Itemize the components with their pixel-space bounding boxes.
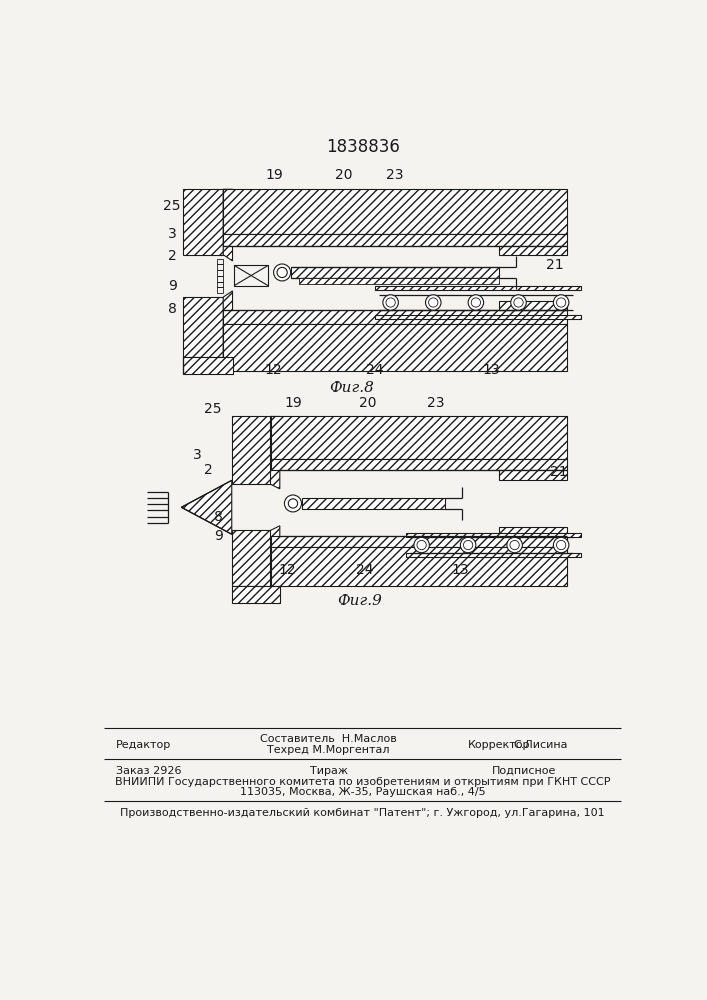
Text: 12: 12 xyxy=(278,563,296,577)
Circle shape xyxy=(510,295,526,310)
Text: С.Лисина: С.Лисина xyxy=(513,740,568,750)
Bar xyxy=(375,286,580,290)
Bar xyxy=(299,278,499,284)
Text: 25: 25 xyxy=(204,402,221,416)
Circle shape xyxy=(556,298,566,307)
Text: 20: 20 xyxy=(358,396,376,410)
Bar xyxy=(183,357,233,374)
Circle shape xyxy=(556,540,566,550)
Circle shape xyxy=(414,537,429,553)
Circle shape xyxy=(428,298,438,307)
Polygon shape xyxy=(232,416,271,484)
Bar xyxy=(217,270,223,276)
Bar xyxy=(499,301,567,310)
Text: Фиг.8: Фиг.8 xyxy=(329,381,374,395)
Bar xyxy=(217,264,223,270)
Bar xyxy=(217,287,223,293)
Text: 3: 3 xyxy=(168,227,177,241)
Text: Подписное: Подписное xyxy=(491,766,556,776)
Circle shape xyxy=(507,537,522,553)
Bar xyxy=(217,276,223,282)
Circle shape xyxy=(514,298,523,307)
Bar xyxy=(271,536,567,547)
Text: 19: 19 xyxy=(266,168,284,182)
Text: 12: 12 xyxy=(264,363,281,377)
Bar xyxy=(406,553,580,557)
Polygon shape xyxy=(223,291,233,357)
Circle shape xyxy=(464,540,473,550)
Polygon shape xyxy=(271,526,280,586)
Text: 21: 21 xyxy=(546,258,563,272)
Bar xyxy=(406,533,580,537)
Bar xyxy=(223,234,567,246)
Text: 20: 20 xyxy=(335,168,353,182)
Circle shape xyxy=(288,499,298,508)
Text: Техред М.Моргентал: Техред М.Моргентал xyxy=(267,745,390,755)
Text: 25: 25 xyxy=(163,199,181,213)
Text: 8: 8 xyxy=(214,510,223,524)
Text: ВНИИПИ Государственного комитета по изобретениям и открытиям при ГКНТ СССР: ВНИИПИ Государственного комитета по изоб… xyxy=(115,777,610,787)
Polygon shape xyxy=(183,297,223,357)
Circle shape xyxy=(460,537,476,553)
Bar xyxy=(301,498,445,509)
Circle shape xyxy=(386,298,395,307)
Bar xyxy=(217,259,223,264)
Circle shape xyxy=(417,540,426,550)
Text: 1838836: 1838836 xyxy=(326,138,399,156)
Text: 24: 24 xyxy=(366,363,384,377)
Bar xyxy=(232,586,280,603)
Circle shape xyxy=(472,298,481,307)
Polygon shape xyxy=(183,189,223,255)
Bar xyxy=(271,459,567,470)
Text: Фиг.9: Фиг.9 xyxy=(337,594,382,608)
Bar xyxy=(499,246,567,255)
Text: 19: 19 xyxy=(285,396,303,410)
Text: Тираж: Тираж xyxy=(310,766,348,776)
Text: Корректор: Корректор xyxy=(468,740,531,750)
Bar xyxy=(271,416,567,459)
Polygon shape xyxy=(223,189,233,261)
Circle shape xyxy=(426,295,441,310)
Circle shape xyxy=(468,295,484,310)
Text: 8: 8 xyxy=(168,302,177,316)
Text: 13: 13 xyxy=(452,563,469,577)
Text: 23: 23 xyxy=(386,168,403,182)
Circle shape xyxy=(274,264,291,281)
Bar xyxy=(223,324,567,371)
Circle shape xyxy=(284,495,301,512)
Circle shape xyxy=(554,537,569,553)
Text: 113035, Москва, Ж-35, Раушская наб., 4/5: 113035, Москва, Ж-35, Раушская наб., 4/5 xyxy=(240,787,486,797)
Text: 2: 2 xyxy=(168,249,177,263)
Circle shape xyxy=(554,295,569,310)
Text: 13: 13 xyxy=(483,363,500,377)
Text: 2: 2 xyxy=(204,463,213,477)
Bar xyxy=(271,547,567,586)
Text: Составитель  Н.Маслов: Составитель Н.Маслов xyxy=(260,734,397,744)
Bar xyxy=(234,265,268,286)
Bar xyxy=(499,527,567,536)
Text: Редактор: Редактор xyxy=(115,740,171,750)
Bar xyxy=(217,282,223,287)
Text: 24: 24 xyxy=(356,563,373,577)
Polygon shape xyxy=(182,480,232,534)
Circle shape xyxy=(277,267,287,278)
Circle shape xyxy=(383,295,398,310)
Bar xyxy=(499,470,567,480)
Bar xyxy=(223,310,567,324)
Bar xyxy=(223,189,567,234)
Text: 3: 3 xyxy=(192,448,201,462)
Polygon shape xyxy=(271,416,280,489)
Text: Производственно-издательский комбинат "Патент"; г. Ужгород, ул.Гагарина, 101: Производственно-издательский комбинат "П… xyxy=(120,808,605,818)
Text: 9: 9 xyxy=(214,529,223,543)
Bar xyxy=(291,267,499,278)
Bar xyxy=(375,315,580,319)
Polygon shape xyxy=(232,530,271,586)
Text: Заказ 2926: Заказ 2926 xyxy=(115,766,181,776)
Circle shape xyxy=(510,540,519,550)
Text: 23: 23 xyxy=(427,396,444,410)
Text: 9: 9 xyxy=(168,279,177,293)
Text: 21: 21 xyxy=(550,465,568,479)
